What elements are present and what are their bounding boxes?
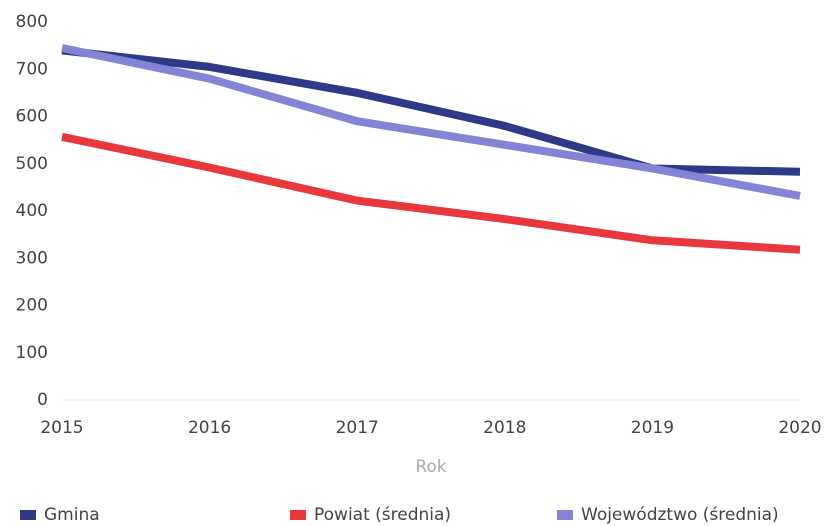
y-tick-label: 700 [16,59,48,79]
x-tick-label: 2016 [188,418,231,438]
legend-label: Powiat (średnia) [314,505,451,525]
x-tick-label: 2020 [778,418,821,438]
x-tick-label: 2018 [483,418,526,438]
series-line [61,132,801,254]
y-tick-label: 600 [16,107,48,127]
x-tick-label: 2017 [336,418,379,438]
x-axis-label: Rok [415,457,446,477]
y-tick-label: 400 [16,201,48,221]
legend-label: Województwo (średnia) [581,505,779,525]
y-tick-label: 0 [37,390,48,410]
legend-swatch [290,510,306,520]
legend-label: Gmina [44,505,100,525]
x-tick-label: 2019 [631,418,674,438]
y-tick-label: 200 [16,296,48,316]
y-tick-label: 300 [16,248,48,268]
legend-swatch [557,510,573,520]
y-tick-label: 100 [16,343,48,363]
y-tick-label: 800 [16,12,48,32]
x-tick-label: 2015 [40,418,83,438]
y-tick-label: 500 [16,154,48,174]
legend-swatch [20,510,36,520]
series-line [61,44,801,200]
